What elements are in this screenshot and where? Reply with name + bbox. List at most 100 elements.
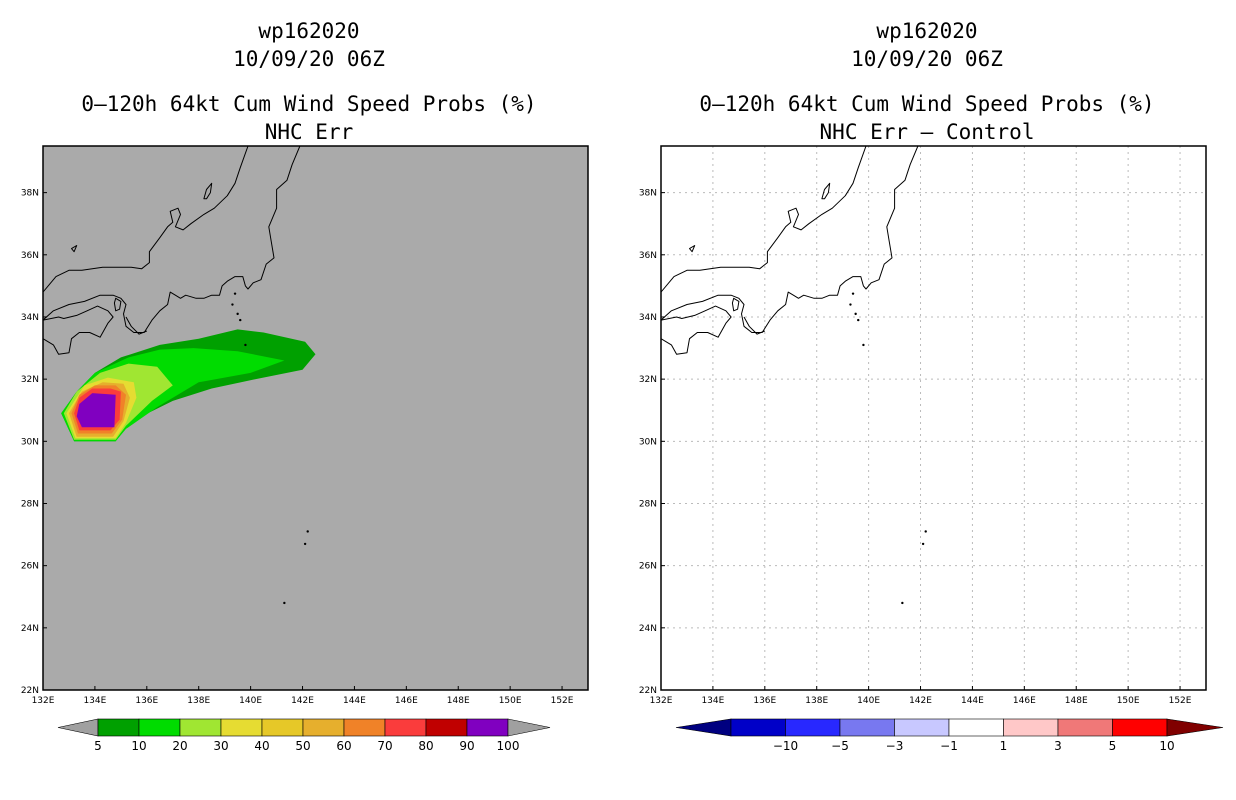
lat-tick-label: 24N <box>21 624 39 634</box>
lon-tick-label: 144E <box>961 696 984 706</box>
colorbar-segment <box>220 718 263 737</box>
map-frame <box>660 145 1207 691</box>
island-dot <box>233 292 237 295</box>
colorbar-segment <box>97 718 140 737</box>
lon-tick-label: 140E <box>857 696 880 706</box>
probability-map: 132E 134E 136E 138E 140E 142E 144E 146E 148E 150E… <box>21 145 589 753</box>
colorbar-low-arrow <box>675 718 732 737</box>
right-panel: wp162020 10/09/20 06Z 0–120h 64kt Cum Wi… <box>618 0 1236 800</box>
island-dot <box>236 312 239 316</box>
island-dot <box>239 318 242 322</box>
colorbar-label: 20 <box>172 739 187 753</box>
coastline <box>661 146 867 293</box>
colorbar-label: 30 <box>213 739 228 753</box>
colorbar-segment <box>343 718 386 737</box>
colorbar-segment <box>466 718 509 737</box>
colorbar-segment <box>948 718 1004 737</box>
coastline <box>43 305 114 355</box>
colorbar-label: 60 <box>336 739 351 753</box>
colorbar-label: 10 <box>1159 739 1174 753</box>
lat-tick-label: 22N <box>639 686 657 696</box>
island-dot <box>901 601 904 605</box>
coastline <box>71 245 78 253</box>
island-dot <box>921 542 925 546</box>
lon-tick-label: 136E <box>135 696 158 706</box>
lon-tick-label: 138E <box>805 696 828 706</box>
colorbar-segment <box>730 718 786 737</box>
coastline <box>661 146 919 333</box>
island-dot <box>849 303 852 306</box>
datetime-title: 10/09/20 06Z <box>851 47 1003 71</box>
island-dot <box>862 343 865 347</box>
lat-tick-label: 34N <box>639 313 657 323</box>
lat-tick-label: 30N <box>639 437 657 447</box>
lat-tick-label: 26N <box>21 562 39 572</box>
colorbar-segment <box>179 718 222 737</box>
lat-tick-label: 26N <box>639 562 657 572</box>
coastline <box>125 316 147 335</box>
datetime-title: 10/09/20 06Z <box>233 47 385 71</box>
lon-tick-label: 136E <box>753 696 776 706</box>
colorbar-segment <box>1057 718 1113 737</box>
lat-tick-label: 24N <box>639 624 657 634</box>
colorbar-label: 3 <box>1054 739 1062 753</box>
lat-tick-label: 38N <box>21 189 39 199</box>
difference-map: 132E 134E 136E 138E 140E 142E 144E 146E 148E 150E… <box>639 145 1224 753</box>
colorbar-label: 50 <box>295 739 310 753</box>
island-dot <box>303 542 307 546</box>
colorbar-label: −5 <box>831 739 849 753</box>
lon-tick-label: 138E <box>187 696 210 706</box>
lon-tick-label: 144E <box>343 696 366 706</box>
lat-tick-label: 22N <box>21 686 39 696</box>
island-dot <box>283 601 286 605</box>
map-content <box>43 146 316 605</box>
lon-tick-label: 134E <box>83 696 106 706</box>
lon-tick-label: 152E <box>1169 696 1192 706</box>
island-dot <box>854 312 857 316</box>
colorbar-label: 10 <box>131 739 146 753</box>
coastline <box>821 182 831 200</box>
island-dot <box>924 530 927 533</box>
map-background <box>661 146 1206 690</box>
lon-tick-label: 152E <box>551 696 574 706</box>
lat-tick-label: 32N <box>21 375 39 385</box>
colorbar-label: 90 <box>459 739 474 753</box>
colorbar-label: 40 <box>254 739 269 753</box>
colorbar-segment <box>785 718 841 737</box>
lon-tick-label: 146E <box>1013 696 1036 706</box>
coastline <box>43 146 249 293</box>
storm-id-title: wp162020 <box>258 19 360 43</box>
colorbar-label: −10 <box>773 739 798 753</box>
colorbar-segment <box>894 718 950 737</box>
lon-tick-label: 150E <box>499 696 522 706</box>
product-title: 0–120h 64kt Cum Wind Speed Probs (%) <box>81 92 537 116</box>
colorbar-low-arrow <box>57 718 99 737</box>
storm-id-title: wp162020 <box>876 19 978 43</box>
island-dot <box>851 292 855 295</box>
left-panel: wp162020 10/09/20 06Z 0–120h 64kt Cum Wi… <box>21 19 589 753</box>
lat-tick-label: 30N <box>21 437 39 447</box>
map-content <box>661 146 1206 690</box>
lon-tick-label: 142E <box>909 696 932 706</box>
lon-tick-label: 148E <box>447 696 470 706</box>
lat-tick-label: 32N <box>639 375 657 385</box>
coastline <box>731 297 740 312</box>
island-dot <box>231 303 234 306</box>
product-title: 0–120h 64kt Cum Wind Speed Probs (%) <box>699 92 1155 116</box>
coastline <box>203 182 213 200</box>
colorbar-segment <box>1003 718 1059 737</box>
colorbar-segment <box>261 718 304 737</box>
colorbar-label: 1 <box>1000 739 1008 753</box>
colorbar-segment <box>839 718 895 737</box>
coastline <box>689 245 696 253</box>
colorbar-high-arrow <box>1166 718 1224 737</box>
subtitle: NHC Err <box>264 120 354 144</box>
lon-tick-label: 132E <box>32 696 55 706</box>
coastline <box>661 305 732 355</box>
island-dot <box>306 530 309 533</box>
island-dot <box>857 318 860 322</box>
colorbar-label: 70 <box>377 739 392 753</box>
lat-tick-label: 28N <box>21 499 39 509</box>
colorbar-segment <box>138 718 181 737</box>
colorbar-label: 5 <box>94 739 102 753</box>
